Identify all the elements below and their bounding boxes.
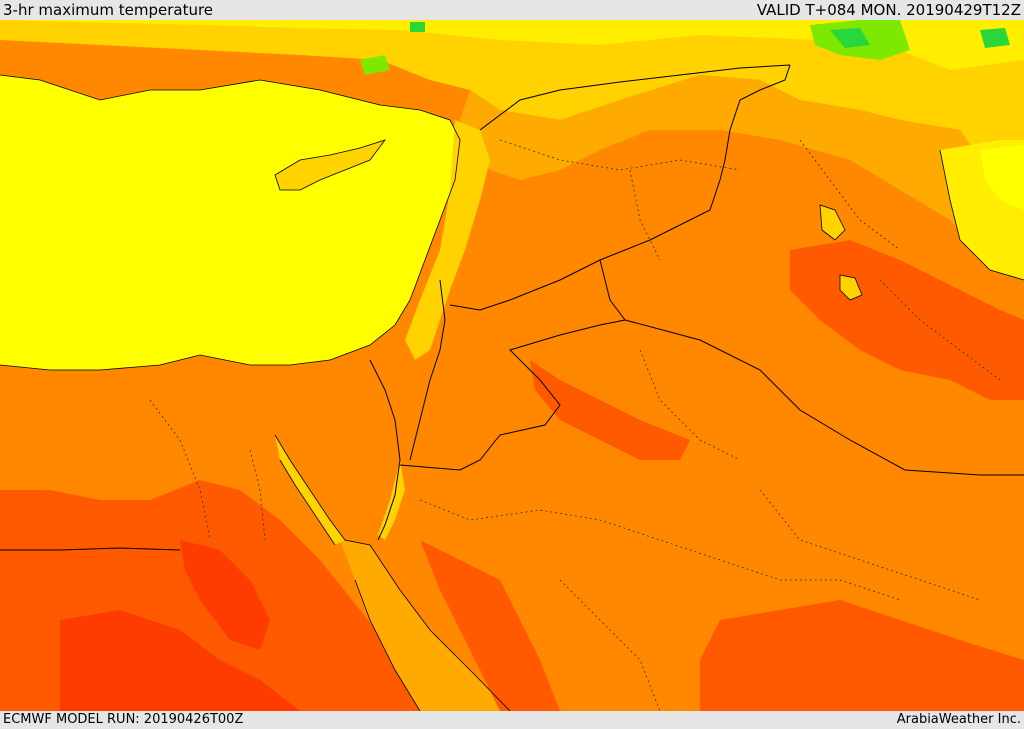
egypt-extreme-zone — [60, 610, 300, 711]
north-warm-zone — [0, 20, 1024, 160]
green-spot-5 — [410, 22, 425, 32]
province-boundaries — [149, 139, 1001, 711]
credit-label: ArabiaWeather Inc. — [896, 712, 1021, 727]
mediterranean-sea — [0, 75, 460, 370]
red-sea — [340, 540, 510, 711]
saudi-south-hot — [700, 600, 1024, 711]
temperature-map — [0, 20, 1024, 711]
valid-time: VALID T+084 MON. 20190429T12Z — [756, 1, 1021, 19]
header-bar: 3-hr maximum temperature VALID T+084 MON… — [0, 0, 1024, 20]
lake-tharthar — [819, 204, 846, 241]
levant-coast — [405, 120, 490, 360]
cyprus-island — [274, 139, 387, 191]
iran-light-zone — [980, 145, 1024, 210]
green-spot-3 — [980, 28, 1010, 48]
gulf-of-aqaba — [378, 460, 405, 540]
nile-valley-extreme — [180, 540, 270, 650]
map-svg — [0, 20, 1024, 711]
green-spot-4 — [360, 55, 390, 75]
map-title: 3-hr maximum temperature — [3, 1, 214, 19]
model-run-label: ECMWF MODEL RUN: 20190426T00Z — [3, 712, 244, 727]
saudi-north-hot — [530, 360, 690, 460]
green-spot-2 — [830, 28, 870, 48]
country-borders — [0, 64, 1024, 551]
hejaz-hot — [420, 540, 560, 711]
coastlines — [0, 74, 1024, 711]
north-light-zone — [0, 20, 1024, 70]
syria-warm-zone — [460, 75, 1024, 280]
north-egypt-zone — [0, 345, 380, 500]
lake-razzaza — [839, 274, 863, 301]
footer-bar: ECMWF MODEL RUN: 20190426T00Z ArabiaWeat… — [0, 711, 1024, 729]
